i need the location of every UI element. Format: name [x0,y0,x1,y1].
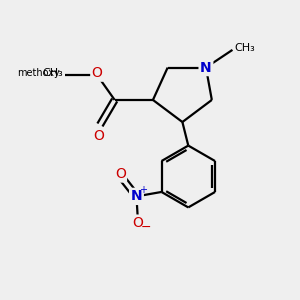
Text: O: O [115,167,126,181]
Text: O: O [92,66,102,80]
Text: CH₃: CH₃ [42,68,63,78]
Text: O: O [93,129,104,143]
Text: +: + [139,185,147,195]
Text: CH₃: CH₃ [234,43,255,52]
Text: O: O [133,216,143,230]
Text: N: N [200,61,212,75]
Text: methoxy: methoxy [17,68,60,78]
Text: N: N [131,189,142,203]
Text: −: − [141,221,152,234]
